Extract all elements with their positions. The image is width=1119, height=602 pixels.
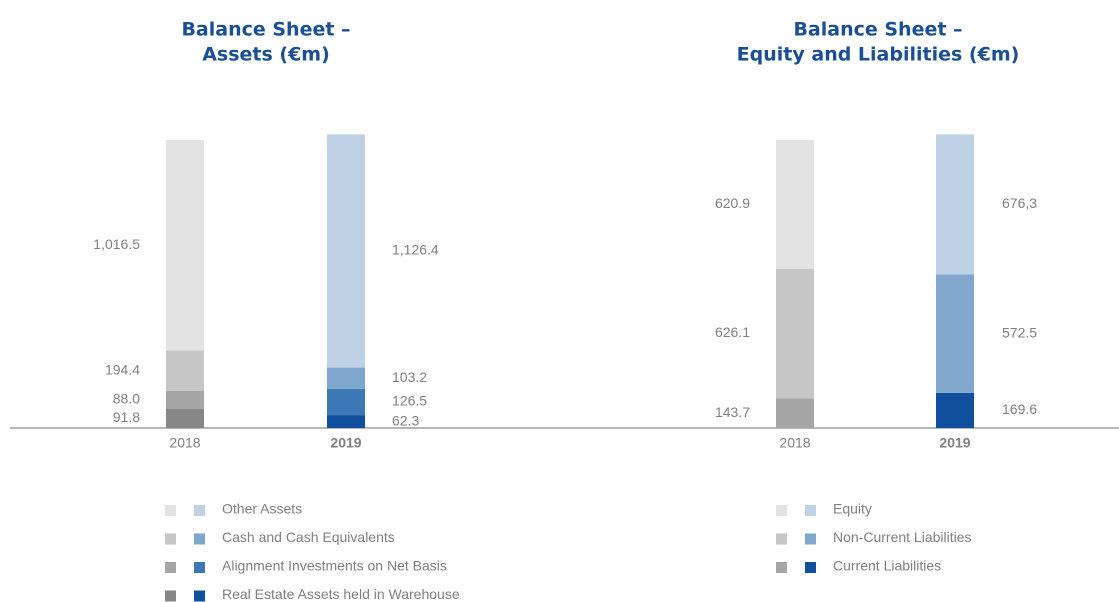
legend-swatch bbox=[194, 562, 205, 573]
data-label: 126.5 bbox=[392, 393, 427, 409]
legend-swatch bbox=[165, 590, 176, 602]
legend-swatch bbox=[776, 562, 787, 573]
legend-swatch bbox=[776, 505, 787, 516]
legend-swatch bbox=[805, 533, 816, 545]
data-label: 1,016.5 bbox=[93, 236, 140, 252]
data-label: 572.5 bbox=[1002, 324, 1037, 340]
legend-label: Real Estate Assets held in Warehouse bbox=[222, 586, 460, 602]
legend-swatch bbox=[194, 590, 205, 602]
bar-segment bbox=[327, 415, 365, 428]
chart-title: Balance Sheet – bbox=[793, 19, 962, 41]
bar-segment bbox=[166, 390, 204, 409]
legend-label: Alignment Investments on Net Basis bbox=[222, 558, 447, 574]
data-label: 194.4 bbox=[105, 361, 140, 377]
bar-segment bbox=[166, 350, 204, 391]
data-label: 626.1 bbox=[715, 324, 750, 340]
x-tick-label: 2019 bbox=[330, 435, 361, 451]
data-label: 620.9 bbox=[715, 195, 750, 211]
legend-swatch bbox=[194, 533, 205, 545]
bar-segment bbox=[327, 134, 365, 368]
x-tick-label: 2018 bbox=[779, 435, 810, 451]
bar-segment bbox=[936, 274, 974, 393]
chart-title: Balance Sheet – bbox=[181, 19, 350, 41]
legend-swatch bbox=[194, 505, 205, 516]
legend-label: Equity bbox=[833, 501, 872, 517]
data-label: 143.7 bbox=[715, 404, 750, 420]
legend-swatch bbox=[776, 533, 787, 545]
bar-segment bbox=[776, 268, 814, 399]
legend-label: Non-Current Liabilities bbox=[833, 529, 972, 545]
data-label: 676,3 bbox=[1002, 195, 1037, 211]
chart-title: Equity and Liabilities (€m) bbox=[737, 44, 1020, 66]
bar-segment bbox=[327, 367, 365, 389]
x-tick-label: 2018 bbox=[169, 435, 200, 451]
data-label: 62.3 bbox=[392, 412, 419, 428]
legend-swatch bbox=[805, 562, 816, 573]
data-label: 1,126.4 bbox=[392, 242, 439, 258]
data-label: 103.2 bbox=[392, 369, 427, 385]
data-label: 91.8 bbox=[113, 409, 140, 425]
bar-segment bbox=[936, 392, 974, 428]
data-label: 169.6 bbox=[1002, 401, 1037, 417]
x-tick-label: 2019 bbox=[939, 435, 970, 451]
chart-title: Assets (€m) bbox=[202, 44, 330, 66]
legend-swatch bbox=[165, 562, 176, 573]
legend-label: Cash and Cash Equivalents bbox=[222, 529, 395, 545]
legend-swatch bbox=[165, 505, 176, 516]
legend-label: Other Assets bbox=[222, 501, 302, 517]
legend-swatch bbox=[165, 533, 176, 545]
bar-segment bbox=[166, 140, 204, 351]
bar-segment bbox=[166, 408, 204, 428]
bar-segment bbox=[936, 134, 974, 275]
bar-segment bbox=[776, 398, 814, 428]
legend-swatch bbox=[805, 505, 816, 516]
bar-segment bbox=[327, 388, 365, 416]
data-label: 88.0 bbox=[113, 391, 140, 407]
bar-segment bbox=[776, 140, 814, 269]
legend-label: Current Liabilities bbox=[833, 558, 941, 574]
